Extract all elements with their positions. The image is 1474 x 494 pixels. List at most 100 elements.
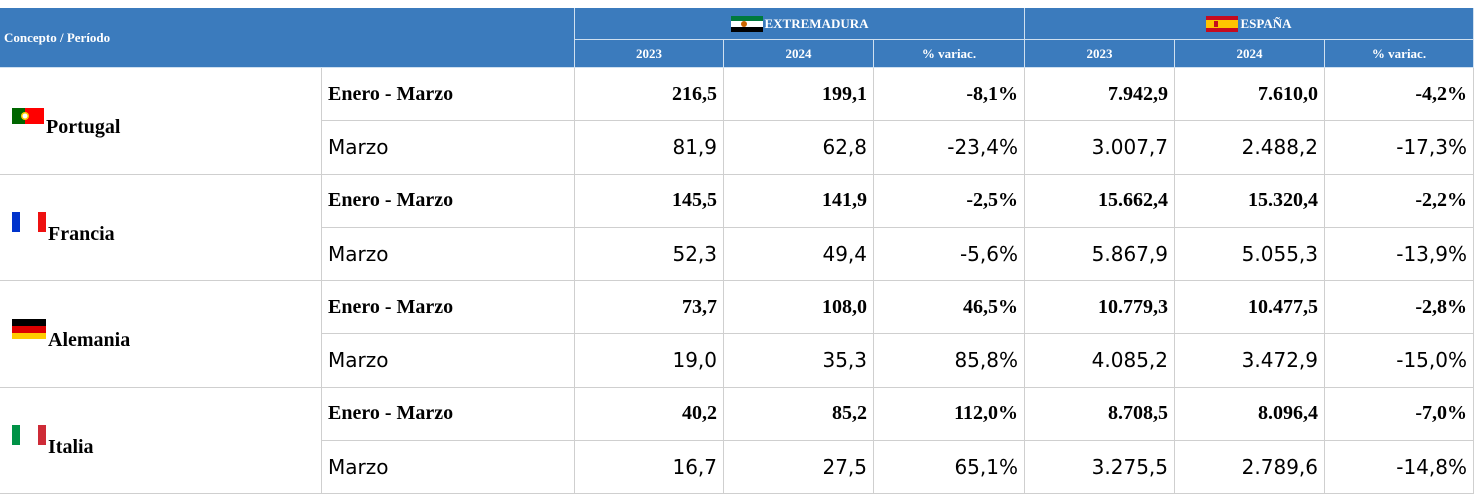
value-cell: 112,0% — [874, 387, 1025, 441]
cell-text: -8,1% — [966, 82, 1018, 105]
cell-text: 216,5 — [672, 82, 717, 105]
value-cell: -14,8% — [1325, 440, 1474, 494]
value-cell: -5,6% — [874, 227, 1025, 281]
value-cell: 5.055,3 — [1175, 227, 1325, 281]
cell-text: -14,8% — [1396, 454, 1467, 479]
value-cell: 4.085,2 — [1025, 334, 1175, 388]
value-cell: 8.096,4 — [1175, 387, 1325, 441]
value-cell: -17,3% — [1325, 121, 1474, 175]
value-cell: -23,4% — [874, 121, 1025, 175]
value-cell: 145,5 — [575, 174, 724, 228]
value-cell: -2,2% — [1325, 174, 1474, 228]
cell-text: Marzo — [328, 348, 389, 373]
cell-text: 65,1% — [954, 454, 1018, 479]
value-cell: 216,5 — [575, 68, 724, 122]
cell-text: -2,5% — [966, 189, 1018, 212]
value-cell: -4,2% — [1325, 68, 1474, 122]
flag — [1206, 15, 1239, 32]
cell-text: Enero - Marzo — [328, 402, 454, 425]
value-cell: 3.275,5 — [1025, 440, 1175, 494]
cell-text: Marzo — [328, 454, 389, 479]
value-cell: -2,5% — [874, 174, 1025, 228]
cell-text: 49,4 — [822, 241, 867, 266]
value-cell: 3.007,7 — [1025, 121, 1175, 175]
header-group: EXTREMADURA — [575, 8, 1025, 40]
cell-text: -17,3% — [1396, 135, 1467, 160]
cell-text: EXTREMADURA — [764, 15, 869, 31]
cell-text: 10.477,5 — [1248, 295, 1318, 318]
country-name: Francia — [48, 222, 115, 245]
country-name: Portugal — [46, 116, 121, 139]
cell-text: 8.096,4 — [1258, 402, 1318, 425]
cell-text: -23,4% — [947, 135, 1018, 160]
country-cell: Portugal — [0, 68, 322, 175]
header-group: ESPAÑA — [1025, 8, 1474, 40]
cell-text: -2,2% — [1415, 189, 1467, 212]
cell-text: 52,3 — [672, 241, 717, 266]
cell-text: 8.708,5 — [1108, 402, 1168, 425]
cell-text: Marzo — [328, 241, 389, 266]
period-label: Enero - Marzo — [322, 68, 575, 122]
cell-text: 46,5% — [963, 295, 1018, 318]
value-cell: -7,0% — [1325, 387, 1474, 441]
header-column: % variac. — [874, 40, 1025, 68]
cell-text: -4,2% — [1415, 82, 1467, 105]
flag — [730, 15, 763, 32]
cell-text: 62,8 — [822, 135, 867, 160]
cell-text: Marzo — [328, 135, 389, 160]
cell-text: 15.662,4 — [1098, 189, 1168, 212]
cell-text: 19,0 — [672, 348, 717, 373]
value-cell: 40,2 — [575, 387, 724, 441]
cell-text: Concepto / Período — [4, 29, 111, 45]
period-label: Marzo — [322, 121, 575, 175]
value-cell: 15.662,4 — [1025, 174, 1175, 228]
cell-text: 199,1 — [822, 82, 867, 105]
value-cell: -2,8% — [1325, 281, 1474, 335]
cell-text: 141,9 — [822, 189, 867, 212]
cell-text: % variac. — [1371, 45, 1427, 61]
cell-text: 2023 — [636, 45, 662, 61]
value-cell: 108,0 — [724, 281, 874, 335]
cell-text: 5.055,3 — [1241, 241, 1318, 266]
cell-text: 2024 — [1236, 45, 1263, 61]
header-column: 2024 — [724, 40, 874, 68]
period-label: Enero - Marzo — [322, 174, 575, 228]
cell-text: 7.942,9 — [1108, 82, 1168, 105]
cell-text: 7.610,0 — [1258, 82, 1318, 105]
value-cell: -8,1% — [874, 68, 1025, 122]
flag — [12, 107, 44, 124]
value-cell: 8.708,5 — [1025, 387, 1175, 441]
value-cell: 35,3 — [724, 334, 874, 388]
value-cell: 85,2 — [724, 387, 874, 441]
value-cell: -15,0% — [1325, 334, 1474, 388]
cell-text: 5.867,9 — [1091, 241, 1168, 266]
value-cell: 65,1% — [874, 440, 1025, 494]
country-cell: Italia — [0, 387, 322, 494]
value-cell: 2.488,2 — [1175, 121, 1325, 175]
period-label: Marzo — [322, 227, 575, 281]
value-cell: 19,0 — [575, 334, 724, 388]
period-label: Marzo — [322, 440, 575, 494]
value-cell: 81,9 — [575, 121, 724, 175]
value-cell: 27,5 — [724, 440, 874, 494]
cell-text: ESPAÑA — [1240, 15, 1292, 31]
period-label: Enero - Marzo — [322, 387, 575, 441]
flag — [12, 212, 46, 233]
value-cell: 199,1 — [724, 68, 874, 122]
country-name: Italia — [48, 435, 94, 458]
value-cell: -13,9% — [1325, 227, 1474, 281]
cell-text: 3.007,7 — [1091, 135, 1168, 160]
period-label: Enero - Marzo — [322, 281, 575, 335]
value-cell: 10.779,3 — [1025, 281, 1175, 335]
value-cell: 62,8 — [724, 121, 874, 175]
cell-text: 10.779,3 — [1098, 295, 1168, 318]
cell-text: 3.275,5 — [1091, 454, 1168, 479]
value-cell: 10.477,5 — [1175, 281, 1325, 335]
flag — [12, 318, 46, 339]
cell-text: 2.789,6 — [1241, 454, 1318, 479]
value-cell: 15.320,4 — [1175, 174, 1325, 228]
country-cell: Francia — [0, 174, 322, 281]
header-column: 2023 — [575, 40, 724, 68]
value-cell: 5.867,9 — [1025, 227, 1175, 281]
